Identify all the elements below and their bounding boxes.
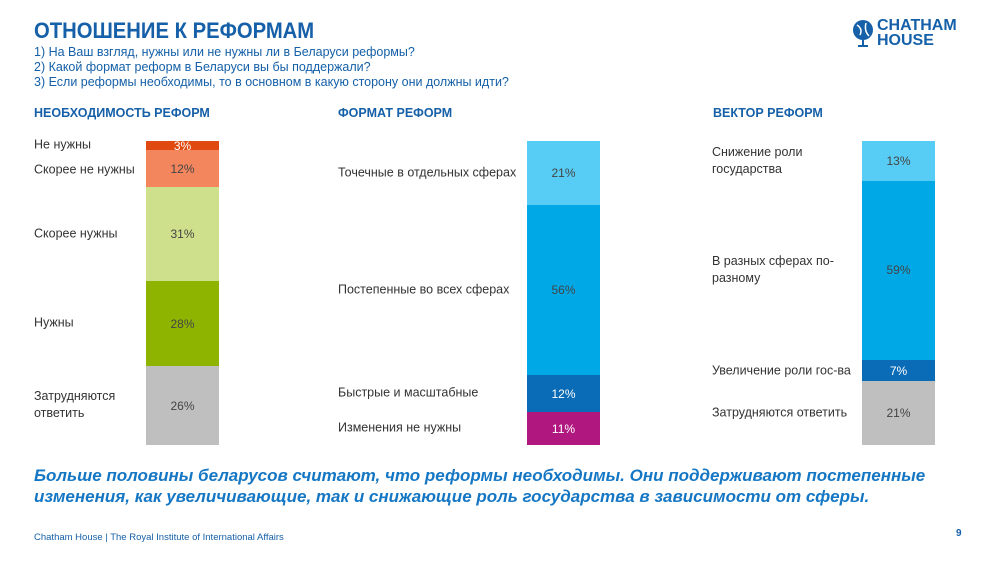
category-label: Нужны bbox=[34, 315, 74, 330]
bar-segment: 7% bbox=[862, 359, 935, 382]
data-label: 59% bbox=[886, 263, 911, 278]
category-label: Изменения не нужны bbox=[338, 420, 462, 435]
bar-segment: 21% bbox=[862, 381, 935, 446]
category-label: Скорее нужны bbox=[34, 226, 118, 241]
data-label: 13% bbox=[886, 154, 911, 168]
data-label: 56% bbox=[551, 283, 576, 298]
data-label: 31% bbox=[170, 226, 195, 241]
category-label: Постепенные во всех сферах bbox=[338, 282, 510, 297]
bar-segment: 11% bbox=[527, 411, 600, 446]
bar-segment: 59% bbox=[862, 180, 935, 361]
data-label: 12% bbox=[170, 161, 195, 176]
page-number: 9 bbox=[956, 528, 962, 539]
bar-segment: 28% bbox=[146, 280, 219, 367]
data-label: 11% bbox=[551, 421, 576, 436]
data-label: 26% bbox=[170, 398, 195, 413]
bar-segment: 31% bbox=[146, 186, 219, 282]
chatham-house-logo: CHATHAM HOUSE bbox=[852, 18, 967, 49]
bar-segment: 13% bbox=[862, 141, 935, 182]
question-1: 1) На Ваш взгляд, нужны или не нужны ли … bbox=[34, 45, 415, 59]
data-label: 7% bbox=[889, 363, 908, 378]
globe-icon bbox=[853, 20, 873, 47]
bar-segment: 12% bbox=[146, 150, 219, 188]
question-3: 3) Если реформы необходимы, то в основно… bbox=[34, 75, 509, 89]
chart-title-3: ВЕКТОР РЕФОРМ bbox=[713, 106, 823, 120]
category-label: Скорее не нужны bbox=[34, 162, 135, 177]
bar-segment: 56% bbox=[527, 204, 600, 376]
category-label: В разных сферах по-разному bbox=[712, 254, 834, 286]
category-label: Быстрые и масштабные bbox=[338, 385, 479, 400]
chart-title-1: НЕОБХОДИМОСТЬ РЕФОРМ bbox=[34, 106, 210, 120]
conclusion-text: Больше половины беларусов считают, что р… bbox=[34, 466, 926, 506]
bar-segment: 3% bbox=[146, 138, 219, 153]
page-title: ОТНОШЕНИЕ К РЕФОРМАМ bbox=[34, 18, 315, 43]
data-label: 12% bbox=[551, 386, 576, 401]
category-label: Затрудняются ответить bbox=[712, 405, 848, 420]
data-label: 28% bbox=[170, 316, 195, 331]
category-label: Не нужны bbox=[34, 137, 91, 152]
question-2: 2) Какой формат реформ в Беларуси вы бы … bbox=[34, 60, 371, 74]
data-label: 21% bbox=[551, 166, 576, 181]
category-label: Точечные в отдельных сферах bbox=[338, 165, 517, 180]
data-label: 21% bbox=[886, 406, 911, 421]
data-label: 3% bbox=[173, 138, 192, 153]
bar-segment: 12% bbox=[527, 375, 600, 413]
category-label: Снижение роли государства bbox=[712, 144, 803, 176]
footer-text: Chatham House | The Royal Institute of I… bbox=[34, 532, 284, 543]
category-label: Затрудняются ответить bbox=[34, 389, 116, 421]
bar-segment: 26% bbox=[146, 365, 219, 446]
chart-title-2: ФОРМАТ РЕФОРМ bbox=[338, 106, 453, 120]
category-label: Увеличение роли гос-ва bbox=[712, 363, 851, 378]
bar-segment: 21% bbox=[527, 141, 600, 206]
